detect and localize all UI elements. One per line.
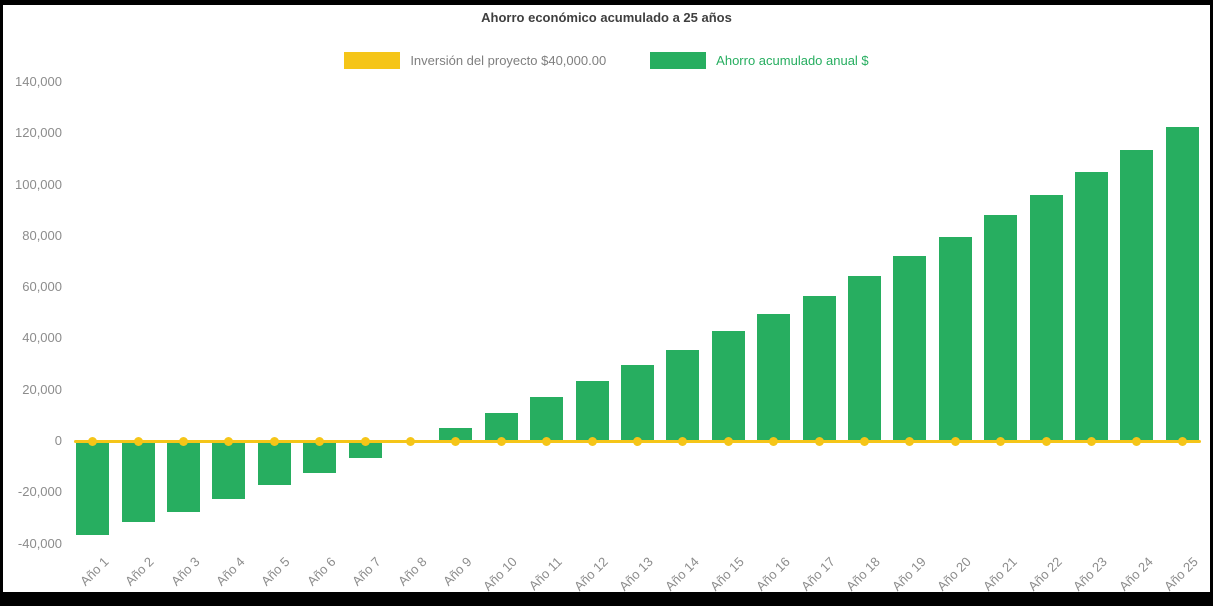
savings-bar[interactable]: [76, 441, 110, 535]
savings-bar[interactable]: [439, 428, 473, 441]
investment-line-marker[interactable]: [1087, 436, 1096, 446]
legend: Inversión del proyecto $40,000.00 Ahorro…: [0, 52, 1213, 69]
y-axis-label: 20,000: [22, 381, 62, 397]
y-axis-label: 0: [54, 433, 62, 448]
savings-bar[interactable]: [757, 314, 791, 441]
investment-line-marker[interactable]: [996, 436, 1006, 446]
investment-line-marker[interactable]: [542, 436, 552, 446]
savings-bar[interactable]: [711, 330, 745, 441]
investment-line-marker[interactable]: [451, 436, 461, 446]
savings-bar[interactable]: [984, 215, 1018, 441]
y-axis-label: 60,000: [22, 279, 62, 295]
investment-line-marker[interactable]: [769, 436, 779, 446]
savings-bar[interactable]: [575, 380, 609, 441]
investment-line-marker[interactable]: [496, 436, 506, 446]
investment-line-marker[interactable]: [723, 436, 733, 446]
y-axis-label: 40,000: [22, 330, 62, 346]
investment-line-marker[interactable]: [224, 436, 234, 446]
investment-line-marker[interactable]: [950, 436, 960, 446]
savings-bar[interactable]: [666, 349, 700, 441]
y-axis-label: -40,000: [17, 535, 62, 551]
savings-bar[interactable]: [257, 441, 291, 485]
investment-line-marker[interactable]: [269, 436, 279, 446]
savings-bar[interactable]: [1165, 126, 1199, 441]
legend-item-savings[interactable]: Ahorro acumulado anual $: [650, 52, 869, 69]
investment-line-marker[interactable]: [133, 436, 143, 446]
savings-bar[interactable]: [893, 256, 927, 441]
savings-bar[interactable]: [212, 441, 246, 499]
investment-line-marker[interactable]: [587, 436, 597, 446]
y-axis-label: -20,000: [17, 484, 62, 500]
investment-line-marker[interactable]: [633, 436, 642, 446]
investment-line-marker[interactable]: [179, 436, 188, 446]
investment-line-marker[interactable]: [860, 436, 869, 446]
savings-bar[interactable]: [121, 441, 155, 522]
y-axis-label: 100,000: [15, 176, 62, 192]
savings-bar[interactable]: [621, 365, 654, 441]
savings-bar[interactable]: [530, 397, 564, 441]
savings-bar[interactable]: [938, 237, 972, 441]
savings-bar[interactable]: [848, 275, 881, 441]
y-axis-label: 80,000: [22, 227, 62, 243]
legend-item-investment[interactable]: Inversión del proyecto $40,000.00: [344, 52, 606, 69]
savings-bar[interactable]: [303, 441, 337, 474]
investment-swatch: [344, 52, 401, 69]
investment-line-marker[interactable]: [88, 436, 98, 446]
savings-swatch: [650, 52, 707, 69]
savings-bar[interactable]: [484, 412, 518, 441]
investment-line-marker[interactable]: [315, 436, 325, 446]
investment-line-marker[interactable]: [406, 436, 415, 446]
investment-line-marker[interactable]: [1132, 436, 1142, 446]
investment-line-marker[interactable]: [1041, 436, 1051, 446]
savings-bar[interactable]: [1075, 171, 1108, 441]
investment-line-marker[interactable]: [814, 436, 824, 446]
y-axis-label: 140,000: [15, 74, 62, 89]
investment-line-marker[interactable]: [360, 436, 370, 446]
savings-bar[interactable]: [1120, 149, 1154, 441]
savings-bar[interactable]: [1029, 194, 1063, 441]
investment-line-marker[interactable]: [905, 436, 915, 446]
investment-line-marker[interactable]: [678, 436, 688, 446]
investment-line-marker[interactable]: [1177, 436, 1187, 446]
legend-label-investment: Inversión del proyecto $40,000.00: [410, 53, 607, 68]
savings-bar[interactable]: [802, 296, 836, 441]
chart-title: Ahorro económico acumulado a 25 años: [481, 10, 732, 25]
y-axis-label: 120,000: [15, 125, 62, 141]
savings-bar[interactable]: [167, 441, 200, 512]
savings-bar[interactable]: [348, 441, 382, 458]
legend-label-savings: Ahorro acumulado anual $: [716, 53, 869, 68]
